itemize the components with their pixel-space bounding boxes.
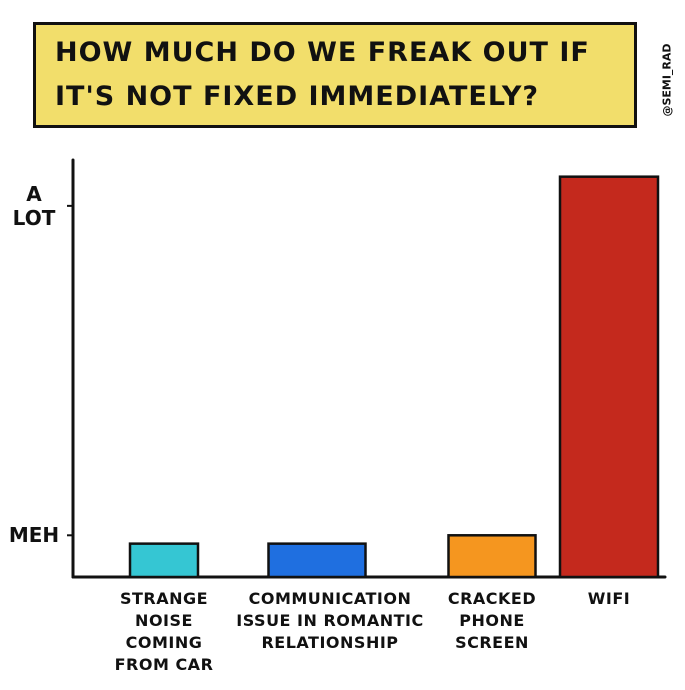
- y-tick-label: A LOT: [12, 181, 56, 230]
- x-tick-label: CRACKED PHONE SCREEN: [447, 589, 537, 652]
- bar: [267, 542, 367, 579]
- bar: [558, 175, 660, 579]
- x-tick-label: WIFI: [587, 589, 631, 608]
- chart-title: HOW MUCH DO WE FREAK OUT IF IT'S NOT FIX…: [55, 37, 590, 112]
- x-tick-label: COMMUNICATION ISSUE IN ROMANTIC RELATION…: [236, 589, 424, 652]
- bar: [447, 534, 537, 579]
- bar: [128, 542, 200, 579]
- title-box: HOW MUCH DO WE FREAK OUT IF IT'S NOT FIX…: [33, 22, 637, 128]
- x-tick-label: STRANGE NOISE COMING FROM CAR: [114, 589, 214, 674]
- y-tick-label: MEH: [8, 523, 60, 548]
